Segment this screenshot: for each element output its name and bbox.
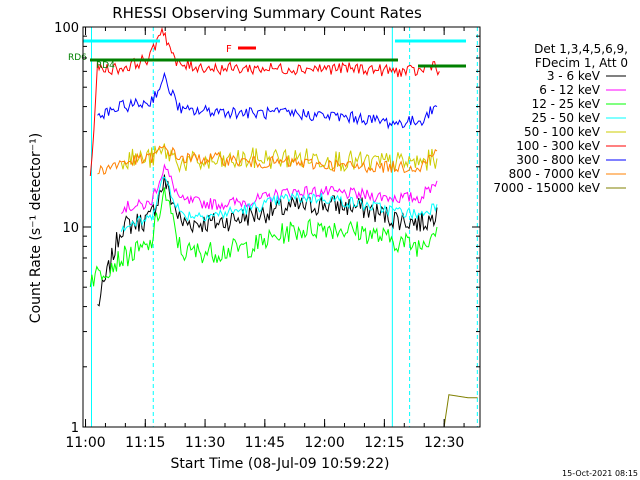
x-tick-label: 11:45	[245, 435, 285, 451]
legend-entry-label: 300 - 800 keV	[516, 153, 600, 167]
series-line	[97, 145, 438, 175]
rd4-label: RD4	[96, 61, 115, 71]
x-tick-label: 12:00	[304, 435, 344, 451]
legend-header: Det 1,3,4,5,6,9,	[534, 42, 628, 56]
y-axis-label: Count Rate (s⁻¹ detector⁻¹)	[28, 133, 44, 323]
legend-entry-label: 800 - 7000 keV	[509, 167, 601, 181]
legend-entry-label: 7000 - 15000 keV	[493, 181, 600, 195]
y-tick-label: 1	[71, 421, 79, 436]
series-line	[97, 71, 438, 130]
x-tick-label: 11:30	[185, 435, 225, 451]
legend-entry-label: 12 - 25 keV	[532, 97, 601, 111]
flare-label: F	[226, 44, 232, 55]
x-tick-label: 12:30	[424, 435, 464, 451]
y-tick-label: 10	[62, 221, 79, 236]
y-tick-label: 100	[54, 21, 79, 36]
legend-entry-label: 6 - 12 keV	[539, 83, 601, 97]
rd6-label: RD6	[68, 53, 87, 63]
legend-entry-label: 50 - 100 keV	[524, 125, 601, 139]
series-line	[97, 174, 438, 307]
series-line	[120, 176, 438, 232]
x-tick-label: 11:00	[65, 435, 105, 451]
footer-timestamp: 15-Oct-2021 08:15	[562, 469, 638, 478]
x-tick-label: 12:15	[364, 435, 404, 451]
legend-entry-label: 100 - 300 keV	[516, 139, 600, 153]
legend-entry-label: 3 - 6 keV	[547, 69, 601, 83]
series-line	[443, 394, 478, 428]
series-line	[89, 187, 438, 288]
chart-title: RHESSI Observing Summary Count Rates	[112, 4, 422, 22]
legend-header: FDecim 1, Att 0	[535, 56, 628, 70]
x-axis-label: Start Time (08-Jul-09 10:59:22)	[170, 456, 389, 472]
legend-entry-label: 25 - 50 keV	[532, 111, 601, 125]
series-line	[121, 163, 438, 214]
series-line	[120, 143, 438, 174]
x-tick-label: 11:15	[125, 435, 165, 451]
